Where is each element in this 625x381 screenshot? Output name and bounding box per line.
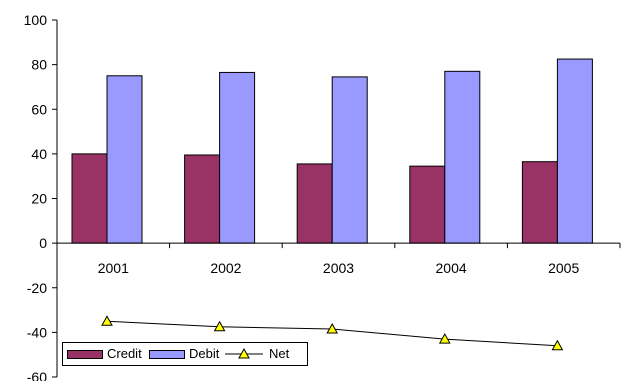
y-tick-label: 60 <box>31 101 47 117</box>
y-tick-label: 0 <box>39 235 47 251</box>
bar-debit <box>556 58 593 244</box>
y-tick-label: -20 <box>27 280 47 296</box>
net-line <box>101 315 564 351</box>
x-tick-label: 2003 <box>323 260 354 276</box>
legend-label-debit: Debit <box>189 346 220 361</box>
bar-credit <box>184 154 221 244</box>
net-point <box>213 320 226 332</box>
x-axis: 2001 2002 2003 2004 2005 <box>56 242 621 276</box>
bar-credit <box>521 161 558 244</box>
net-point <box>326 322 339 334</box>
bar-credit <box>409 165 446 244</box>
bar-debit <box>331 76 368 244</box>
net-point <box>551 339 564 351</box>
legend-swatch-credit <box>67 350 103 359</box>
x-tick-label: 2002 <box>210 260 241 276</box>
legend-label-credit: Credit <box>107 346 142 361</box>
bar-credit <box>296 163 333 244</box>
legend-label-net: Net <box>269 346 290 361</box>
bar-debit <box>444 70 481 244</box>
net-point <box>438 333 451 344</box>
x-tick-label: 2001 <box>98 260 129 276</box>
legend: Credit Debit Net <box>62 342 308 366</box>
net-point <box>101 315 113 326</box>
bar-credit <box>71 153 108 244</box>
y-tick-label: 20 <box>31 191 47 207</box>
legend-net-marker <box>225 347 263 359</box>
y-tick-label: -40 <box>27 324 47 340</box>
x-tick-label: 2005 <box>548 260 579 276</box>
bars <box>71 58 593 244</box>
bar-debit <box>219 71 256 244</box>
y-axis: -60 -40 -20 0 20 40 60 80 100 <box>24 12 58 381</box>
x-tick-label: 2004 <box>436 260 467 276</box>
bar-debit <box>106 75 143 244</box>
y-tick-label: 100 <box>24 12 48 28</box>
y-tick-label: -60 <box>27 369 47 381</box>
legend-swatch-debit <box>149 350 185 359</box>
y-tick-label: 40 <box>31 146 47 162</box>
y-tick-label: 80 <box>31 57 47 73</box>
